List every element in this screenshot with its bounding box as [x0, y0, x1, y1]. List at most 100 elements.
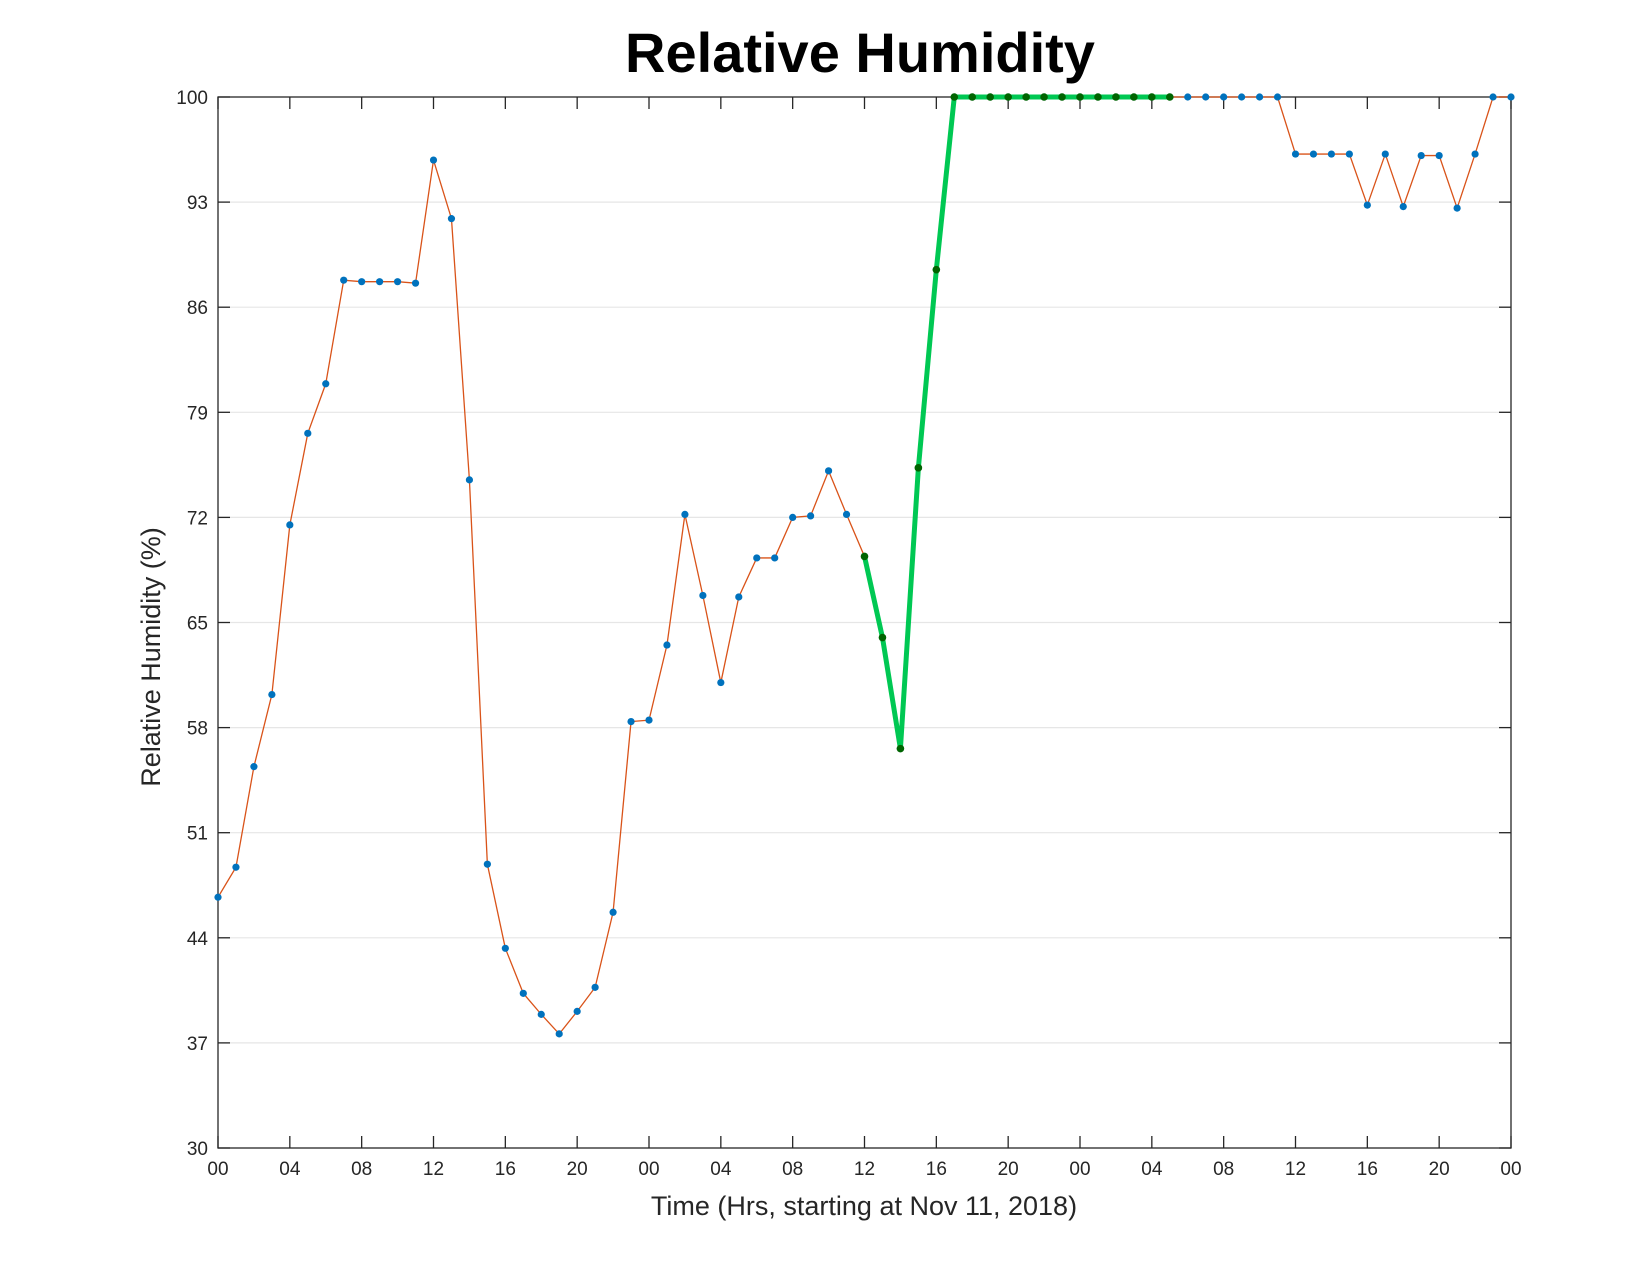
y-tick-label: 93 — [187, 193, 208, 214]
data-point — [681, 510, 689, 518]
data-point — [555, 1030, 563, 1038]
x-tick-label: 12 — [854, 1159, 875, 1180]
data-point — [1184, 93, 1192, 101]
x-tick-label: 00 — [638, 1159, 659, 1180]
highlight-point — [1130, 93, 1138, 101]
data-point — [537, 1010, 545, 1018]
y-tick-label: 65 — [187, 614, 208, 635]
highlight-point — [896, 744, 905, 753]
data-point — [483, 860, 491, 868]
data-point — [1363, 201, 1371, 209]
data-point — [1309, 150, 1318, 158]
x-tick-label: 00 — [207, 1159, 228, 1180]
highlight-point — [914, 464, 923, 472]
chart-title: Relative Humidity — [625, 21, 1095, 84]
x-tick-label: 04 — [279, 1159, 301, 1180]
data-point — [304, 429, 312, 437]
x-tick-label: 16 — [495, 1159, 516, 1180]
data-point — [1453, 204, 1461, 212]
series-line-highlight — [862, 94, 1170, 752]
highlight-point — [860, 552, 869, 561]
y-tick-label: 79 — [187, 403, 208, 424]
data-point — [645, 716, 653, 724]
data-point — [824, 467, 833, 475]
data-point — [573, 1007, 581, 1015]
highlight-point — [1076, 93, 1084, 101]
data-point — [1202, 93, 1210, 101]
data-point — [465, 476, 474, 484]
y-tick-label: 44 — [187, 929, 209, 950]
highlight-point — [1165, 93, 1174, 101]
highlight-point — [1040, 93, 1048, 101]
highlight-point — [1058, 93, 1066, 101]
data-point — [1381, 150, 1389, 158]
data-point — [609, 908, 617, 916]
highlight-point — [986, 93, 995, 101]
data-point — [1327, 150, 1336, 158]
data-point — [789, 513, 797, 522]
data-point — [501, 944, 509, 952]
data-point — [699, 591, 707, 600]
highlight-point — [1112, 93, 1120, 101]
data-point — [1507, 93, 1515, 101]
x-tick-label: 12 — [423, 1159, 444, 1180]
data-point — [268, 690, 276, 699]
data-point — [1417, 151, 1425, 160]
data-point — [1345, 150, 1353, 158]
data-point — [286, 521, 294, 529]
grid-lines — [218, 201, 1511, 1044]
highlight-point — [932, 265, 941, 274]
data-point — [232, 863, 240, 871]
data-point — [1220, 93, 1228, 101]
data-point — [1238, 93, 1246, 101]
data-point — [429, 156, 438, 164]
data-point — [753, 554, 761, 562]
x-tick-label: 00 — [1500, 1159, 1521, 1180]
y-tick-label: 72 — [187, 508, 208, 529]
highlight-point — [1022, 93, 1030, 101]
x-tick-labels: 00 04 08 12 16 20 00 04 08 12 16 20 00 04 08 12 16 20 00 — [207, 1159, 1521, 1180]
y-tick-labels: 30 37 44 51 58 65 72 79 86 93 100 — [176, 88, 208, 1160]
highlight-point — [1148, 93, 1156, 101]
data-point — [250, 763, 258, 771]
x-tick-label: 04 — [1141, 1159, 1163, 1180]
data-point — [842, 510, 851, 518]
data-point — [663, 641, 671, 649]
data-point — [411, 279, 420, 287]
data-point — [627, 717, 635, 726]
x-tick-label: 20 — [1429, 1159, 1450, 1180]
data-point — [771, 554, 779, 562]
y-tick-label: 86 — [187, 298, 208, 319]
data-point — [1489, 93, 1497, 101]
highlight-point — [878, 633, 887, 642]
data-point — [1273, 93, 1282, 101]
y-tick-label: 58 — [187, 719, 208, 740]
x-tick-label: 20 — [998, 1159, 1019, 1180]
data-point — [214, 893, 222, 901]
data-point — [1255, 93, 1264, 101]
data-point — [717, 678, 725, 687]
y-axis-label: Relative Humidity (%) — [136, 527, 166, 787]
highlight-point — [1094, 93, 1102, 101]
y-tick-label: 51 — [187, 824, 208, 845]
data-point — [376, 278, 384, 286]
data-point — [1291, 150, 1300, 158]
x-tick-label: 08 — [1213, 1159, 1234, 1180]
y-tick-label: 30 — [187, 1139, 208, 1160]
data-series — [214, 93, 1515, 1038]
data-point — [358, 278, 366, 286]
x-tick-label: 08 — [782, 1159, 803, 1180]
data-point — [1435, 151, 1443, 160]
highlight-point — [968, 93, 977, 101]
x-tick-label: 20 — [567, 1159, 588, 1180]
data-point — [807, 512, 815, 520]
data-point — [591, 983, 599, 991]
data-point — [447, 215, 456, 223]
x-tick-label: 16 — [926, 1159, 947, 1180]
data-point — [340, 276, 348, 284]
data-point — [519, 989, 527, 997]
highlight-point — [950, 93, 959, 101]
x-tick-label: 00 — [1069, 1159, 1090, 1180]
x-axis-label: Time (Hrs, starting at Nov 11, 2018) — [651, 1191, 1077, 1221]
